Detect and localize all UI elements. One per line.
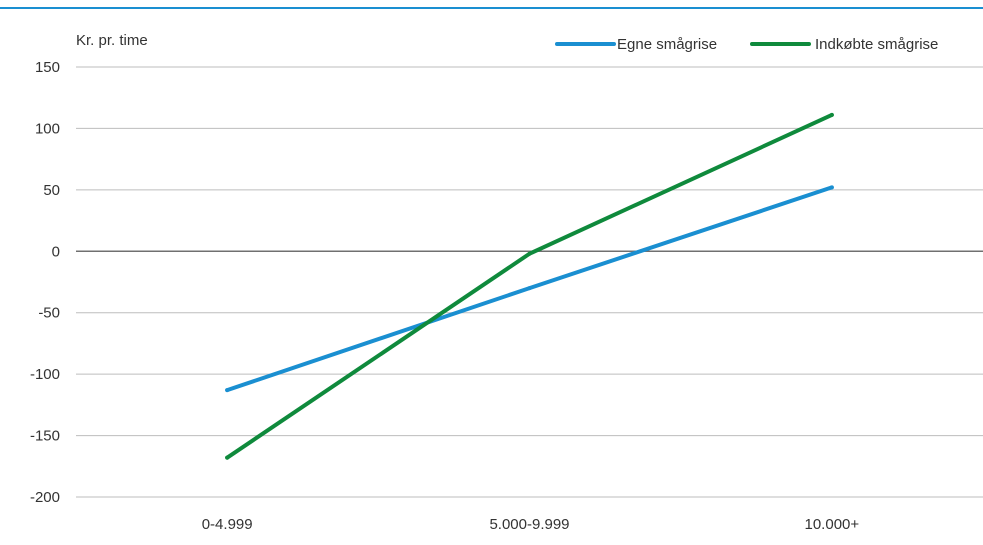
- x-tick-label: 0-4.999: [202, 516, 253, 533]
- data-point: [225, 388, 229, 392]
- x-tick-label: 5.000-9.999: [489, 516, 569, 533]
- y-tick-label: -200: [30, 489, 60, 506]
- legend-label: Egne smågrise: [617, 36, 717, 53]
- y-axis-title: Kr. pr. time: [76, 32, 148, 49]
- y-tick-label: 50: [43, 182, 60, 199]
- legend-label: Indkøbte smågrise: [815, 36, 938, 53]
- y-axis: 150 100 50 0 -50 -100 -150 -200: [30, 59, 60, 506]
- data-point: [830, 113, 834, 117]
- y-tick-label: 150: [35, 59, 60, 76]
- y-tick-label: 100: [35, 120, 60, 137]
- x-tick-label: 10.000+: [805, 516, 860, 533]
- x-axis: 0-4.999 5.000-9.999 10.000+: [202, 516, 860, 533]
- data-point: [225, 456, 229, 460]
- y-tick-label: -50: [38, 305, 60, 322]
- y-tick-label: -100: [30, 366, 60, 383]
- data-point: [528, 252, 532, 256]
- data-point: [528, 286, 532, 290]
- series-lines: [225, 113, 834, 460]
- gridlines: [76, 67, 983, 497]
- y-tick-label: -150: [30, 428, 60, 445]
- data-point: [830, 185, 834, 189]
- legend: Egne smågrise Indkøbte smågrise: [557, 36, 938, 53]
- y-tick-label: 0: [52, 243, 60, 260]
